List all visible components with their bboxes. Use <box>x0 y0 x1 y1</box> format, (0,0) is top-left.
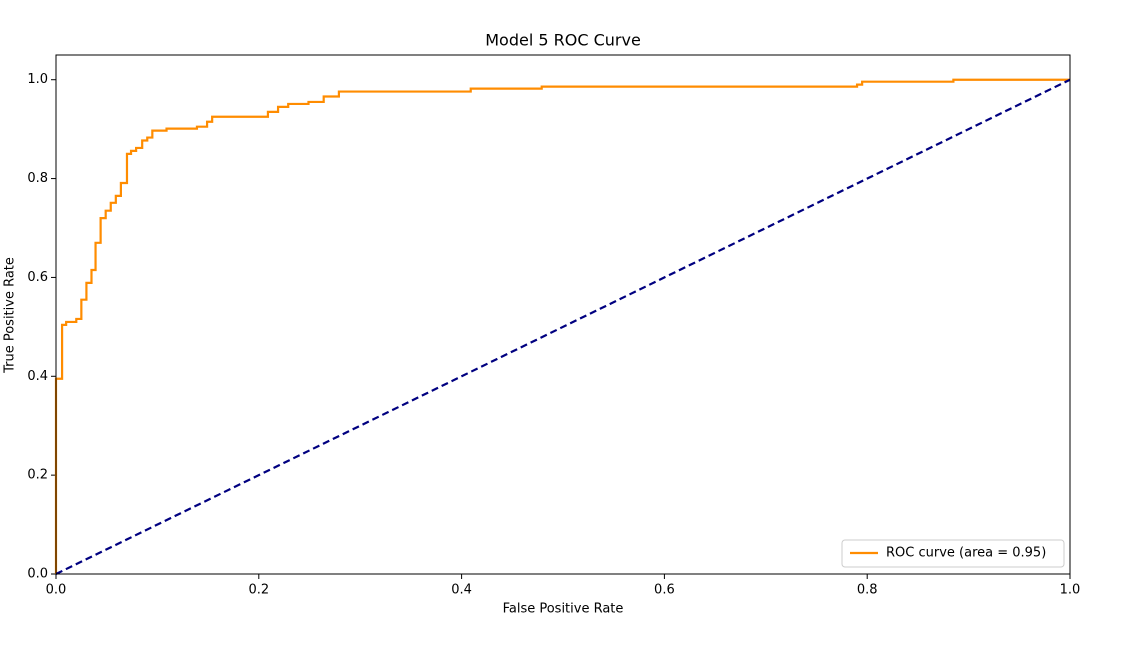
y-tick-label: 0.6 <box>27 270 48 285</box>
plot-frame <box>55 54 1071 575</box>
x-tick-label: 0.0 <box>46 583 67 598</box>
y-tick-label: 0.8 <box>27 171 48 186</box>
x-tick-label: 0.8 <box>857 583 878 598</box>
chart-title: Model 5 ROC Curve <box>485 31 641 50</box>
x-tick-label: 0.6 <box>654 583 675 598</box>
line-series <box>54 78 1070 574</box>
x-tick-label: 0.4 <box>451 583 472 598</box>
legend-box <box>841 539 1065 568</box>
y-tick-label: 0.4 <box>27 369 48 384</box>
y-tick-label: 0.0 <box>27 567 48 582</box>
legend-label: ROC curve (area = 0.95) <box>886 546 1046 561</box>
line-series <box>55 78 1071 575</box>
x-tick-label: 1.0 <box>1060 583 1081 598</box>
x-axis-label: False Positive Rate <box>503 602 624 617</box>
y-tick-label: 0.2 <box>27 468 48 483</box>
y-axis-label: True Positive Rate <box>3 257 18 374</box>
y-tick-label: 1.0 <box>27 72 48 87</box>
x-tick-label: 0.2 <box>248 583 269 598</box>
